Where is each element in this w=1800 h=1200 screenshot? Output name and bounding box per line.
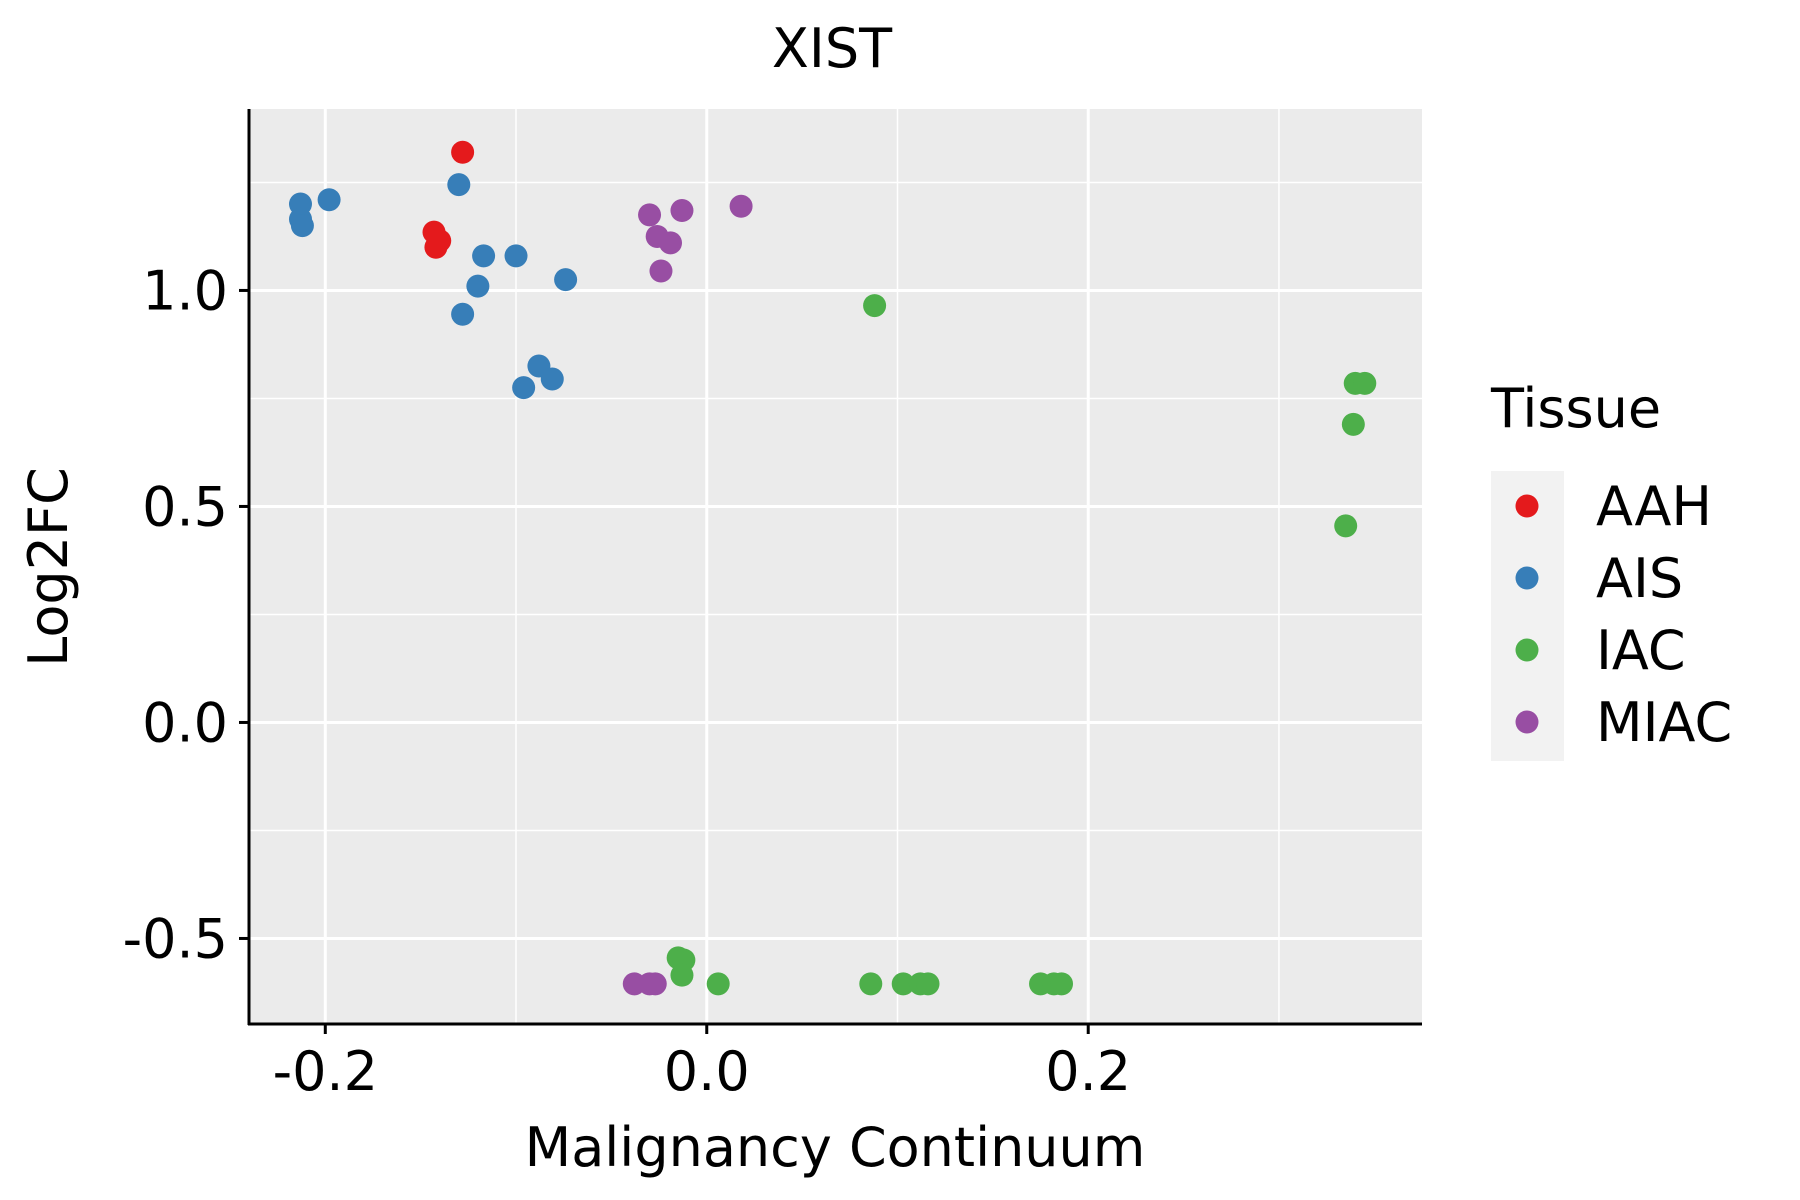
data-point-miac — [643, 972, 667, 996]
data-point-iac — [706, 972, 730, 996]
data-point-miac — [659, 231, 683, 255]
data-point-iac — [1341, 412, 1365, 436]
legend-key-miac — [1515, 710, 1539, 734]
y-axis-label: Log2FC — [17, 467, 80, 667]
data-point-miac — [670, 199, 694, 223]
legend-items: AAH AIS IAC MIAC — [1515, 475, 1732, 754]
legend-label-aah: AAH — [1596, 475, 1712, 538]
data-point-ais — [466, 274, 490, 298]
y-tick-label: 1.0 — [142, 259, 228, 322]
data-point-ais — [317, 188, 341, 212]
data-point-aah — [451, 140, 475, 164]
x-tick-label: 0.2 — [1045, 1040, 1131, 1103]
plot-panel — [249, 109, 1422, 1024]
data-point-ais — [447, 173, 471, 197]
legend-key-iac — [1515, 638, 1539, 662]
data-point-iac — [1050, 972, 1074, 996]
data-point-ais — [472, 244, 496, 268]
data-point-ais — [451, 302, 475, 326]
data-point-iac — [891, 972, 915, 996]
data-point-aah — [424, 235, 448, 259]
legend-label-miac: MIAC — [1596, 691, 1732, 754]
chart-title: XIST — [772, 17, 893, 80]
data-point-iac — [670, 963, 694, 987]
data-point-iac — [1334, 514, 1358, 538]
data-point-ais — [512, 376, 536, 400]
y-tick-label: 0.5 — [142, 475, 228, 538]
data-point-iac — [1353, 371, 1377, 395]
y-tick-label: 0.0 — [142, 691, 228, 754]
data-point-miac — [729, 194, 753, 218]
grid-lines — [249, 109, 1422, 1024]
data-point-iac — [916, 972, 940, 996]
data-points — [288, 140, 1377, 996]
legend-title: Tissue — [1490, 377, 1661, 440]
y-axis-ticks: -0.5 0.0 0.5 1.0 — [123, 259, 249, 970]
legend: Tissue AAH AIS IAC MIAC — [1490, 377, 1732, 761]
data-point-miac — [649, 259, 673, 283]
x-axis-label: Malignancy Continuum — [525, 1116, 1146, 1179]
x-tick-label: -0.2 — [273, 1040, 378, 1103]
legend-label-iac: IAC — [1596, 619, 1686, 682]
x-axis-ticks: -0.2 0.0 0.2 — [273, 1024, 1131, 1103]
legend-label-ais: AIS — [1596, 547, 1683, 610]
data-point-iac — [859, 972, 883, 996]
data-point-iac — [863, 294, 887, 318]
legend-key-aah — [1515, 494, 1539, 518]
data-point-ais — [504, 244, 528, 268]
data-point-ais — [540, 367, 564, 391]
x-tick-label: 0.0 — [664, 1040, 750, 1103]
y-tick-label: -0.5 — [123, 907, 228, 970]
legend-key-ais — [1515, 566, 1539, 590]
data-point-ais — [554, 268, 578, 292]
data-point-miac — [638, 203, 662, 227]
data-point-ais — [290, 214, 314, 238]
